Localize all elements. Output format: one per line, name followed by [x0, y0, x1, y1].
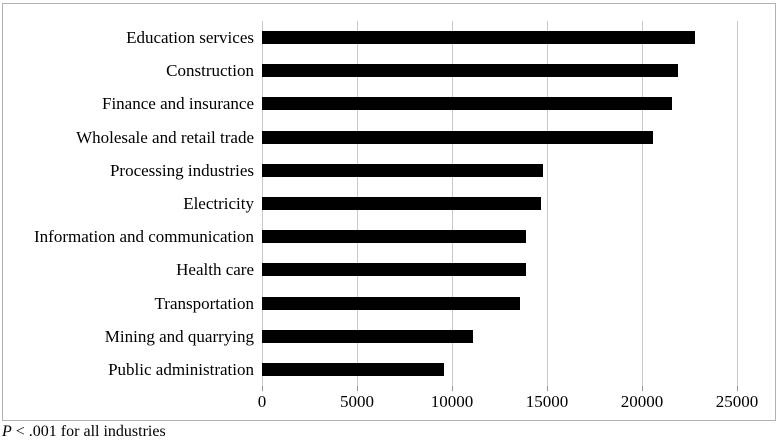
bar-row: Finance and insurance [3, 87, 743, 120]
bar [262, 130, 653, 144]
bar-row: Health care [3, 253, 743, 286]
bar-row: Education services [3, 21, 743, 54]
x-tick-label: 20000 [620, 392, 664, 411]
x-tick-label: 25000 [715, 392, 759, 411]
tick-mark [642, 386, 643, 391]
bar [262, 263, 526, 277]
bar-row: Transportation [3, 287, 743, 320]
x-tick-label: 15000 [525, 392, 569, 411]
bar [262, 31, 695, 45]
category-label: Transportation [154, 293, 255, 313]
bar [262, 97, 672, 111]
bar [262, 197, 541, 211]
x-tick-label: 5000 [340, 392, 374, 411]
tick-mark [737, 386, 738, 391]
category-label: Electricity [183, 194, 254, 214]
category-label: Information and communication [34, 227, 254, 247]
bar-row: Public administration [3, 353, 743, 386]
bar [262, 296, 520, 310]
footnote: P < .001 for all industries [2, 422, 166, 441]
category-label: Processing industries [109, 160, 254, 180]
bar-row: Wholesale and retail trade [3, 121, 743, 154]
tick-mark [357, 386, 358, 391]
x-tick-label: 0 [257, 392, 267, 411]
category-label: Wholesale and retail trade [76, 127, 254, 147]
bar-row: Information and communication [3, 220, 743, 253]
category-label: Construction [166, 61, 254, 81]
category-label: Public administration [108, 359, 254, 379]
bar-row: Mining and quarrying [3, 320, 743, 353]
bar-row: Processing industries [3, 154, 743, 187]
category-label: Mining and quarrying [104, 326, 254, 346]
tick-mark [452, 386, 453, 391]
bar [262, 163, 543, 177]
bar [262, 230, 526, 244]
bar [262, 329, 473, 343]
bar-row: Electricity [3, 187, 743, 220]
bar [262, 362, 444, 376]
bar [262, 64, 678, 78]
footnote-text: < .001 for all industries [11, 423, 166, 440]
footnote-p-symbol: P [2, 423, 12, 440]
category-label: Health care [176, 260, 254, 280]
tick-mark [262, 386, 263, 391]
tick-mark [547, 386, 548, 391]
category-label: Finance and insurance [102, 94, 254, 114]
x-tick-label: 10000 [430, 392, 474, 411]
bar-rows: Education services Construction Finance an… [3, 21, 743, 386]
bar-chart: Education services Construction Finance an… [2, 3, 776, 421]
category-label: Education services [126, 28, 254, 48]
bar-row: Construction [3, 54, 743, 87]
x-axis-labels: 0 5000 10000 15000 20000 25000 [3, 392, 775, 414]
